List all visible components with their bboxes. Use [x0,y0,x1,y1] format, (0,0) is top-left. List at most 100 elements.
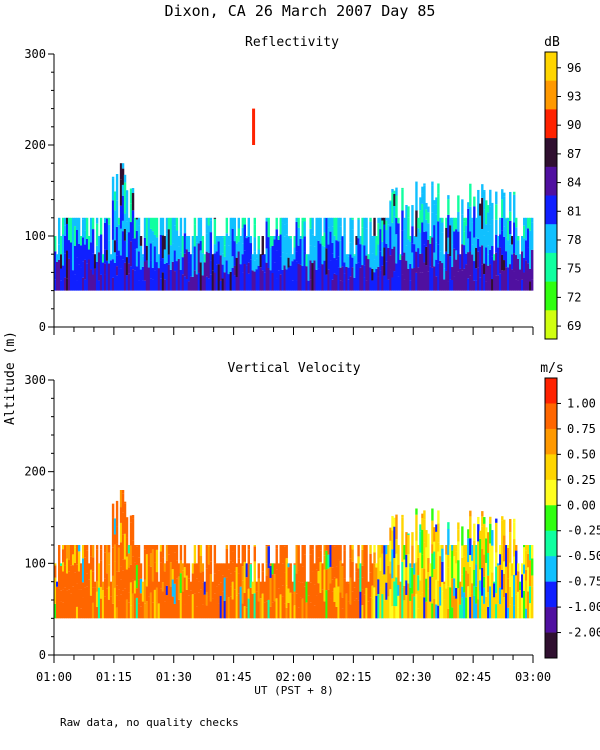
vertical-velocity-cell [435,524,438,532]
reflectivity-cell [425,202,428,210]
reflectivity-cell [519,254,522,270]
vertical-velocity-cell [217,603,221,619]
reflectivity-cell [153,234,157,247]
vertical-velocity-cell [121,490,125,494]
reflectivity-cell [197,217,201,244]
reflectivity-cell [487,245,490,255]
reflectivity-cell [229,217,233,241]
reflectivity-cell [285,217,288,224]
vertical-velocity-cell [253,546,256,562]
reflectivity-cell [311,263,314,291]
reflectivity-cell [215,236,219,252]
vertical-velocity-cell [99,586,103,599]
vertical-velocity-cell [173,583,177,604]
reflectivity-cell [237,275,241,291]
vertical-velocity-cell [401,561,404,588]
reflectivity-cell [483,209,486,236]
vertical-velocity-cell [213,545,217,564]
vertical-velocity-cell [311,599,314,619]
reflectivity-cell [333,217,336,236]
reflectivity-cell [465,264,468,291]
vertical-velocity-cell [173,603,177,619]
reflectivity-cell [229,271,233,291]
reflectivity-cell [467,252,470,279]
reflectivity-cell [65,250,69,279]
vertical-velocity-cell [355,563,358,572]
reflectivity-cell [75,230,79,258]
vertical-velocity-cell [159,545,163,552]
vertical-velocity-cell [455,587,458,599]
reflectivity-cell [359,267,362,291]
vertical-velocity-cell [229,596,233,619]
vertical-velocity-cell [429,576,432,602]
reflectivity-cell [473,196,476,207]
vertical-velocity-cell [319,550,322,563]
vertical-velocity-cell [505,545,508,567]
vertical-velocity-cell [61,545,65,550]
vertical-velocity-colorbar-label: -1.00 [567,600,600,614]
reflectivity-cell [119,255,123,269]
vertical-velocity-cell [135,546,139,565]
vertical-velocity-cell [463,556,466,568]
vertical-velocity-cell [61,562,65,572]
reflectivity-cell [439,217,442,223]
vertical-velocity-colorbar-swatch [545,454,557,481]
vertical-velocity-cell [305,602,308,619]
reflectivity-cell [133,270,137,291]
vertical-velocity-cell [479,580,482,591]
vertical-velocity-cell [195,606,199,619]
reflectivity-cell [125,257,129,276]
reflectivity-cell [515,255,518,280]
vertical-velocity-cell [497,603,500,619]
reflectivity-cell [291,261,294,281]
vertical-velocity-cell [349,558,352,578]
vertical-velocity-cell [393,606,396,619]
vertical-velocity-cell [353,581,356,588]
vertical-velocity-cell [79,589,83,609]
reflectivity-cell [163,279,167,291]
reflectivity-cell [381,217,384,221]
vertical-velocity-cell [75,545,79,565]
vertical-velocity-cell [169,545,173,563]
reflectivity-cell [73,226,77,246]
vertical-velocity-cell [187,578,191,596]
vertical-velocity-cell [499,604,502,619]
vertical-velocity-cell [483,517,486,524]
vertical-velocity-cell [393,526,396,559]
reflectivity-cell [445,217,448,228]
reflectivity-cell [195,236,199,243]
reflectivity-cell [337,256,340,268]
vertical-velocity-cell [271,602,274,619]
vertical-velocity-cell [399,593,402,619]
vertical-velocity-cell [481,595,484,619]
reflectivity-cell [317,268,320,291]
reflectivity-cell [511,269,514,291]
reflectivity-cell [479,277,482,291]
vertical-velocity-cell [295,573,298,594]
vertical-velocity-colorbar-swatch [545,556,557,582]
vertical-velocity-cell [361,605,364,619]
vertical-velocity-cell [481,526,484,550]
vertical-velocity-cell [309,554,312,583]
reflectivity-cell [481,197,484,229]
vertical-velocity-cell [105,588,109,619]
reflectivity-cell [169,269,173,291]
vertical-velocity-cell [187,563,191,579]
vertical-velocity-cell [327,545,330,555]
reflectivity-cell [57,259,61,291]
vertical-velocity-cell [419,552,422,581]
reflectivity-cell [509,234,512,245]
vertical-velocity-cell [421,592,424,619]
reflectivity-cell [131,238,135,270]
reflectivity-cell [499,234,502,248]
vertical-velocity-cell [185,563,189,576]
reflectivity-cell [361,227,364,245]
vertical-velocity-cell [505,566,508,594]
reflectivity-cell [119,179,123,206]
vertical-velocity-cell [431,603,434,619]
vertical-velocity-colorbar: 1.000.750.500.250.00-0.25-0.50-0.75-1.00… [544,377,600,659]
reflectivity-cell [461,244,464,271]
vertical-velocity-cell [519,581,522,591]
vertical-velocity-cell [461,597,464,619]
